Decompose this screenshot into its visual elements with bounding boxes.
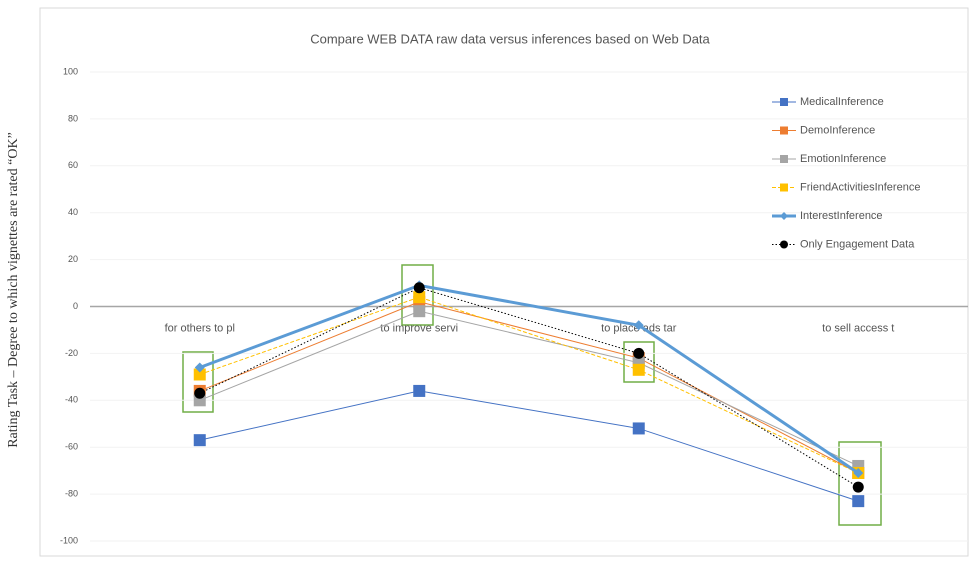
data-point	[852, 481, 864, 493]
legend-label: FriendActivitiesInference	[800, 181, 920, 193]
highlight-boxes	[182, 264, 882, 526]
y-tick-label: -20	[65, 348, 78, 358]
data-point	[633, 320, 644, 331]
legend-label: DemoInference	[800, 124, 875, 136]
y-tick-label: -40	[65, 395, 78, 405]
legend-label: Only Engagement Data	[800, 238, 915, 250]
y-tick-label: 20	[68, 254, 78, 264]
highlight-box	[182, 351, 214, 413]
data-point	[193, 434, 206, 447]
y-tick-label: -100	[60, 535, 78, 545]
data-point	[193, 368, 206, 381]
y-tick-label: 0	[73, 301, 78, 311]
data-point	[413, 282, 425, 294]
x-tick-label: for others to pl	[165, 322, 235, 334]
y-tick-label: 100	[63, 66, 78, 76]
legend-marker	[780, 212, 788, 220]
y-tick-label: 60	[68, 160, 78, 170]
legend-marker	[780, 240, 788, 249]
legend-label: EmotionInference	[800, 153, 886, 165]
data-point	[194, 362, 205, 373]
series-line	[199, 310, 859, 467]
chart-frame	[39, 7, 969, 557]
series-line	[199, 283, 860, 475]
x-tick-label: to sell access t	[822, 322, 894, 334]
y-axis-label: Rating Task – Degree to which vignettes …	[6, 132, 21, 448]
legend-marker	[780, 126, 788, 135]
y-tick-label: 80	[68, 113, 78, 123]
data-point	[413, 305, 426, 318]
data-point	[853, 467, 864, 478]
highlight-box	[838, 441, 882, 526]
legend-marker	[780, 183, 788, 192]
chart-title: Compare WEB DATA raw data versus inferen…	[310, 31, 710, 46]
data-point	[194, 387, 206, 399]
data-point	[633, 347, 645, 359]
legend-marker	[780, 98, 788, 106]
legend-label: MedicalInference	[800, 96, 884, 108]
data-point	[632, 422, 645, 435]
highlight-box	[401, 264, 434, 326]
y-tick-label: 40	[68, 207, 78, 217]
x-tick-label: to improve servi	[380, 322, 458, 334]
series-line	[199, 390, 859, 502]
y-tick-label: -80	[65, 488, 78, 498]
data-point	[413, 291, 426, 304]
data-point	[852, 495, 865, 508]
series-line	[199, 287, 859, 488]
legend-label: InterestInference	[800, 210, 883, 222]
data-point	[413, 384, 426, 397]
series-line	[199, 301, 859, 474]
series-line	[199, 296, 859, 474]
y-tick-label: -60	[65, 442, 78, 452]
data-point	[632, 363, 645, 376]
highlight-box	[623, 341, 655, 383]
legend-marker	[780, 155, 788, 163]
